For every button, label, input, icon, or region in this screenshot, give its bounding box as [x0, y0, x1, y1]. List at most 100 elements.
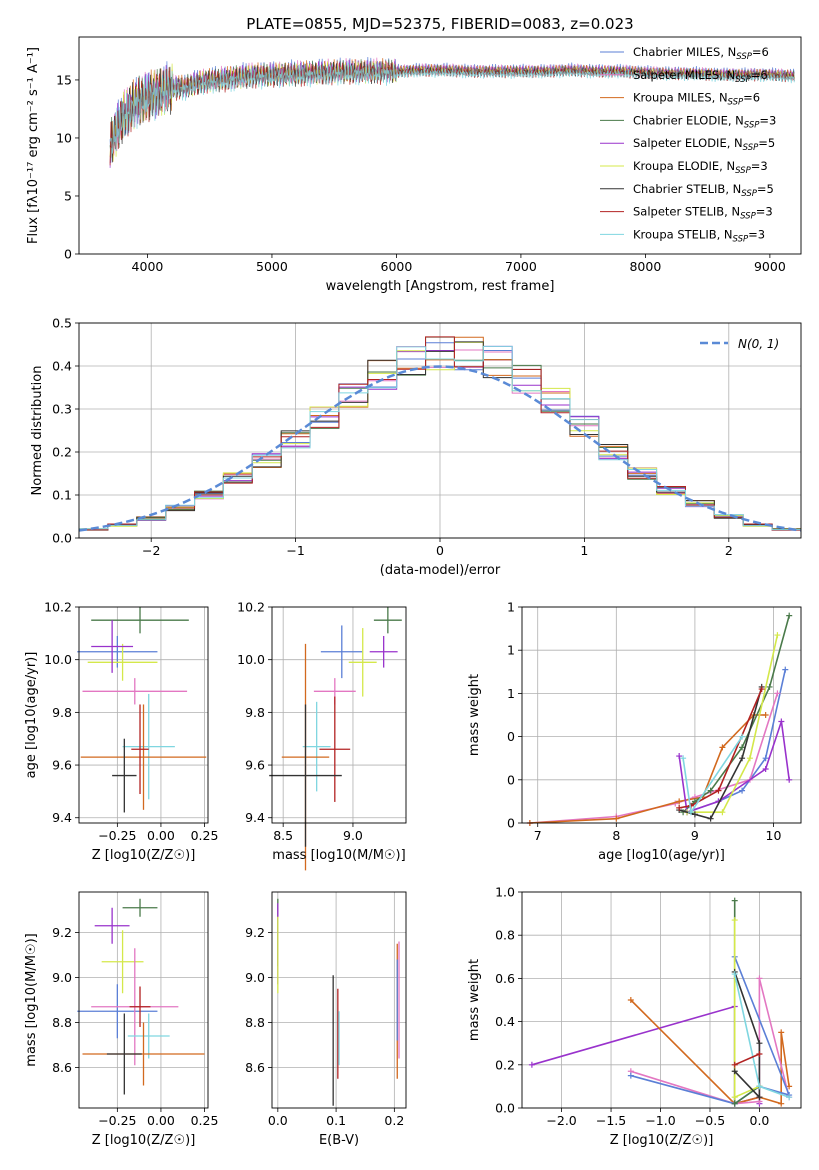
legend-label: Salpeter MILES, NSSP=6: [633, 68, 768, 85]
weight-series: [526, 612, 793, 826]
weight-vs-metallicity-panel: −2.0 −1.5 −1.0 −0.5 0.0 0.0 0.2 0.4 0.6 0.8 1.0 Z […: [467, 885, 802, 1148]
legend-subscript: SSP: [735, 166, 751, 176]
weight-vs-age-panel: 7 8 9 10 0 0 0 1 1 1 age [log10(age/yr)] mass weigh…: [467, 600, 802, 863]
data-point: [739, 744, 746, 751]
data-point: [786, 776, 793, 783]
data-point: [762, 755, 769, 762]
data-point: [756, 975, 763, 982]
legend-label: Salpeter STELIB, NSSP=3: [633, 205, 773, 222]
x-tick-label: 2: [725, 543, 733, 558]
y-tick-label: 8.8: [52, 1015, 72, 1030]
weight-series: [528, 897, 793, 1107]
legend-subscript: SSP: [740, 212, 756, 222]
legend-suffix: =6: [743, 91, 760, 105]
data-point: [680, 755, 687, 762]
y-axis-label: Flux [fλ10⁻¹⁷ erg cm⁻² s⁻¹ A⁻¹]: [26, 47, 41, 244]
x-tick-label: 10: [766, 828, 782, 843]
y-tick-label: 0.4: [52, 359, 72, 374]
x-axis-label: Z [log10(Z/Z☉)]: [610, 1133, 714, 1148]
x-tick-label: −0.25: [98, 1113, 136, 1128]
axes-frame: [78, 606, 209, 824]
axes-frame: [271, 891, 407, 1109]
y-tick-label: 9.8: [245, 705, 265, 720]
data-point: [756, 1083, 763, 1090]
error-bars: [77, 898, 205, 1095]
error-bars: [77, 607, 207, 813]
series-line: [687, 634, 779, 813]
y-tick-label: 0.1: [52, 488, 72, 503]
data-point: [613, 815, 620, 822]
axes-frame: [521, 606, 802, 824]
data-point: [762, 766, 769, 772]
error-bars: [277, 898, 400, 1106]
legend-label: Chabrier MILES, NSSP=6: [633, 45, 769, 62]
x-tick-label: 1: [580, 543, 588, 558]
series-line: [531, 1005, 761, 1105]
data-point: [782, 666, 789, 673]
y-tick-label: 9.0: [52, 970, 72, 985]
x-tick-label: −1.5: [596, 1113, 626, 1128]
y-tick-label: 8.6: [245, 1060, 265, 1075]
legend-label: N(0, 1): [738, 337, 779, 351]
y-tick-label: 1: [507, 600, 515, 615]
data-point: [774, 690, 781, 697]
y-tick-label: 15: [56, 72, 72, 87]
age-vs-mass-panel: 8.5 9.0 9.4 9.6 9.8 10.0 10.2 mass [log10(M/M☉)…: [237, 600, 407, 871]
y-tick-label: 10.0: [44, 652, 72, 667]
histogram-series: [79, 345, 801, 531]
x-tick-label: −0.5: [695, 1113, 725, 1128]
y-tick-label: 9.8: [52, 705, 72, 720]
y-tick-label: 9.2: [245, 925, 265, 940]
y-tick-label: 10: [56, 130, 72, 145]
x-tick-label: 7: [534, 828, 542, 843]
y-tick-label: 9.6: [245, 758, 265, 773]
x-axis-label: mass [log10(M/M☉)]: [272, 848, 405, 863]
y-tick-label: 0: [507, 816, 515, 831]
data-point: [731, 971, 738, 978]
y-axis-label: mass [log10(M/M☉)]: [24, 933, 39, 1066]
axes-frame: [271, 606, 407, 824]
legend-subscript: SSP: [741, 189, 757, 199]
histogram-series: [79, 336, 801, 531]
spectrum-plot: [109, 56, 795, 168]
axes-frame: [78, 36, 802, 255]
x-tick-label: 5000: [256, 259, 288, 274]
y-tick-label: 1.0: [495, 885, 515, 900]
legend-suffix: =6: [751, 68, 768, 82]
data-point: [731, 917, 738, 924]
x-tick-label: −0.25: [98, 828, 136, 843]
y-axis-label: age [log10(age/yr)]: [24, 652, 39, 779]
y-tick-label: 0.0: [52, 531, 72, 546]
x-axis-label: Z [log10(Z/Z☉)]: [92, 848, 196, 863]
data-point: [739, 733, 746, 740]
data-point: [786, 612, 793, 619]
x-tick-label: 0.1: [326, 1113, 346, 1128]
legend-subscript: SSP: [743, 143, 759, 153]
y-tick-label: 10.2: [44, 600, 72, 615]
data-point: [786, 1094, 793, 1101]
legend-suffix: =3: [751, 159, 768, 173]
legend-suffix: =5: [758, 136, 775, 150]
histogram-series: [79, 341, 801, 531]
y-tick-label: 10.2: [237, 600, 265, 615]
data-point: [731, 1094, 738, 1101]
y-tick-label: 0: [64, 247, 72, 262]
x-tick-label: 8: [612, 828, 620, 843]
legend-subscript: SSP: [733, 234, 749, 244]
series-line: [686, 669, 787, 813]
data-point: [731, 1100, 738, 1107]
y-tick-label: 0.3: [52, 402, 72, 417]
data-point: [758, 686, 765, 693]
y-tick-label: 1: [507, 686, 515, 701]
series-line: [682, 615, 790, 813]
y-tick-label: 8.6: [52, 1060, 72, 1075]
mass-vs-ebv-panel: 0.0 0.1 0.2 8.6 8.8 9.0 9.2 E(B-V): [245, 891, 407, 1148]
x-tick-label: 9000: [754, 259, 786, 274]
series-line: [734, 1053, 760, 1066]
x-tick-label: 0.25: [191, 828, 219, 843]
x-tick-label: 0.00: [147, 1113, 175, 1128]
data-point: [676, 753, 683, 760]
data-point: [707, 787, 714, 794]
y-tick-label: 9.6: [52, 758, 72, 773]
